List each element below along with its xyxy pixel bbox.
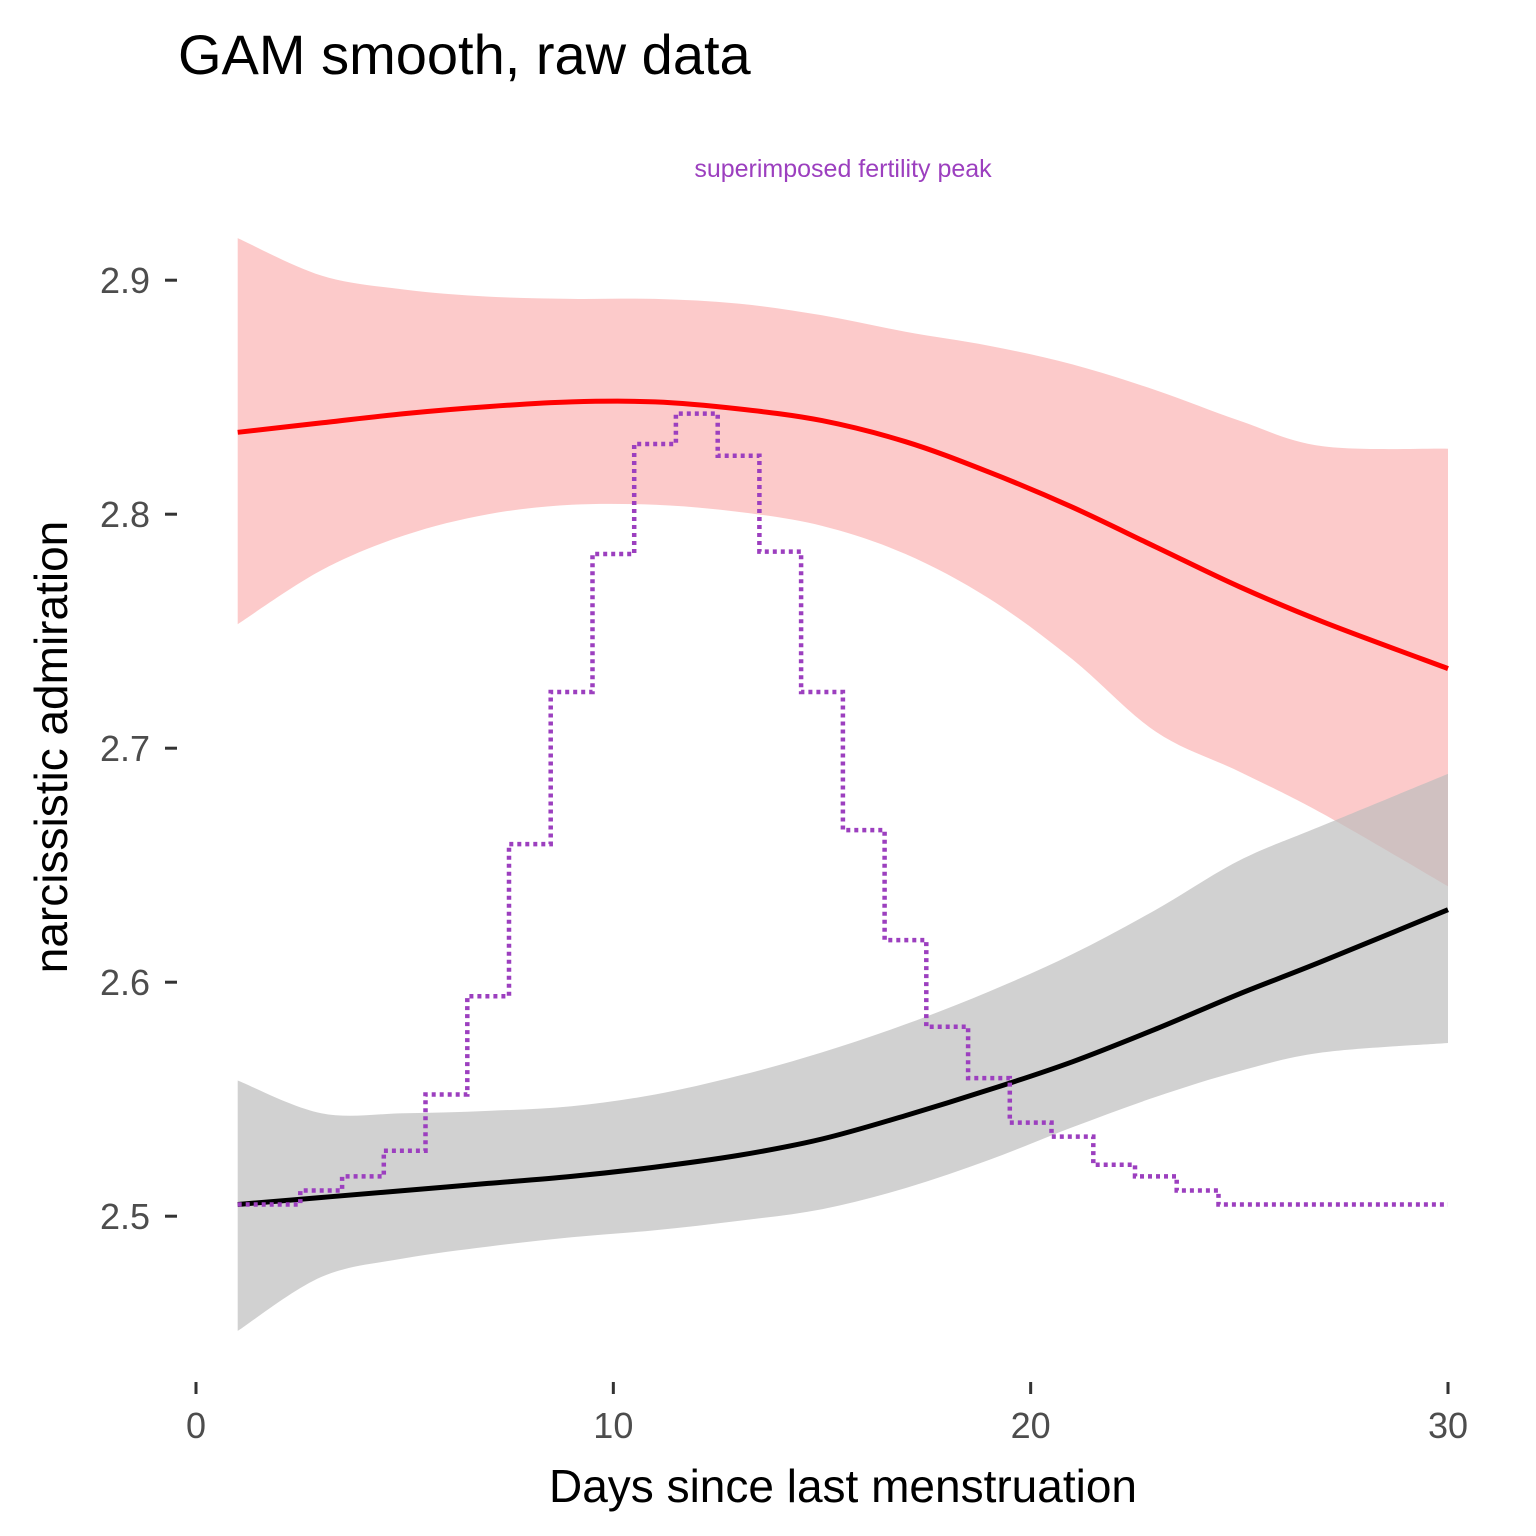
y-tick-label: 2.9 [100, 260, 150, 301]
ribbon-layer [237, 238, 1449, 1331]
smooth-line-1 [237, 907, 1449, 1207]
confidence-ribbon-1 [237, 773, 1449, 1331]
x-axis-label: Days since last menstruation [549, 1460, 1137, 1512]
x-tick-label: 0 [186, 1405, 206, 1446]
fertility-peak-line [237, 411, 1448, 1207]
x-tick-label: 20 [1011, 1405, 1051, 1446]
line-layer [237, 398, 1449, 1207]
y-axis: 2.5 2.6 2.7 2.8 2.9 [100, 260, 177, 1237]
fertility-annotation: superimposed fertility peak [694, 155, 992, 183]
y-tick-label: 2.6 [100, 962, 150, 1003]
y-tick-label: 2.5 [100, 1196, 150, 1237]
x-tick-label: 10 [593, 1405, 633, 1446]
y-tick-label: 2.8 [100, 494, 150, 535]
y-axis-label: narcissistic admiration [25, 521, 77, 973]
chart-title: GAM smooth, raw data [178, 23, 752, 86]
x-axis: 0 10 20 30 [186, 1382, 1468, 1446]
smooth-line-0 [237, 398, 1449, 671]
x-tick-label: 30 [1428, 1405, 1468, 1446]
confidence-ribbon-0 [237, 238, 1449, 887]
y-tick-label: 2.7 [100, 728, 150, 769]
